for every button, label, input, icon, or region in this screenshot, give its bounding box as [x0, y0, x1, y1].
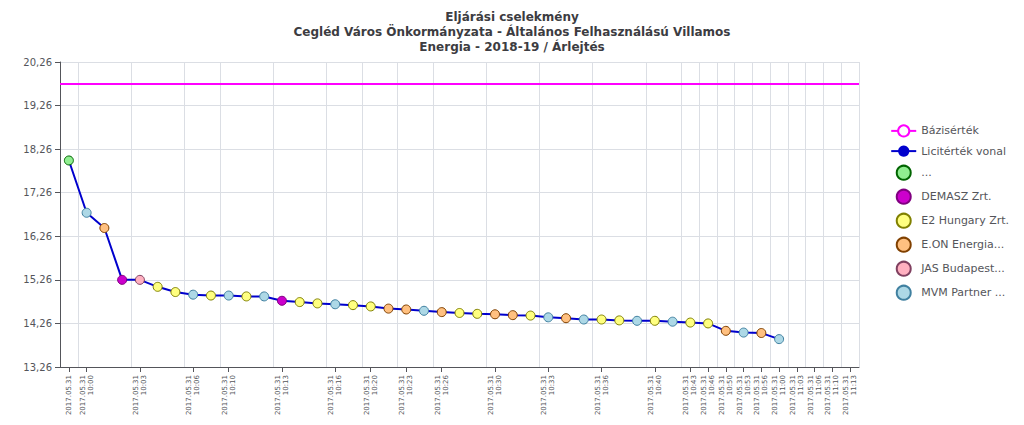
svg-text:...: ...: [921, 166, 932, 179]
svg-text:Energia - 2018-19 / Árlejtés: Energia - 2018-19 / Árlejtés: [419, 39, 604, 54]
svg-text:14,26: 14,26: [23, 318, 52, 329]
svg-text:10:06: 10:06: [193, 374, 201, 395]
svg-text:2017.05.31: 2017.05.31: [363, 375, 371, 415]
svg-text:13,26: 13,26: [23, 362, 52, 373]
svg-text:11:00: 11:00: [779, 375, 787, 395]
svg-text:2017.05.31: 2017.05.31: [398, 375, 406, 415]
svg-text:Eljárási cselekmény: Eljárási cselekmény: [445, 10, 579, 24]
svg-text:E.ON Energia...: E.ON Energia...: [921, 238, 1004, 251]
svg-text:20,26: 20,26: [23, 57, 52, 68]
svg-text:2017.05.31: 2017.05.31: [221, 375, 229, 415]
svg-text:MVM Partner ...: MVM Partner ...: [921, 286, 1005, 299]
svg-text:Cegléd Város Önkormányzata - Á: Cegléd Város Önkormányzata - Általános F…: [294, 24, 731, 39]
svg-text:2017.05.31: 2017.05.31: [682, 375, 690, 415]
svg-text:2017.05.31: 2017.05.31: [771, 375, 779, 415]
svg-text:16,26: 16,26: [23, 231, 52, 242]
svg-text:10:16: 10:16: [335, 374, 343, 395]
svg-text:10:03: 10:03: [140, 375, 148, 395]
svg-text:10:00: 10:00: [87, 375, 95, 395]
svg-text:E2 Hungary Zrt.: E2 Hungary Zrt.: [921, 214, 1009, 227]
svg-text:2017.05.31: 2017.05.31: [736, 375, 744, 415]
svg-text:10:13: 10:13: [282, 375, 290, 395]
svg-text:10:50: 10:50: [726, 375, 734, 395]
svg-text:2017.05.31: 2017.05.31: [718, 375, 726, 415]
svg-text:10:10: 10:10: [229, 375, 237, 395]
svg-text:Licitérték vonal: Licitérték vonal: [921, 145, 1006, 158]
svg-text:10:53: 10:53: [744, 375, 752, 395]
svg-text:10:30: 10:30: [495, 375, 503, 395]
svg-text:10:33: 10:33: [548, 375, 556, 395]
svg-text:2017.05.31: 2017.05.31: [824, 375, 832, 415]
svg-text:11:03: 11:03: [797, 375, 805, 395]
svg-text:2017.05.31: 2017.05.31: [487, 375, 495, 415]
svg-text:11:06: 11:06: [815, 374, 823, 395]
svg-text:10:26: 10:26: [442, 374, 450, 395]
svg-text:10:43: 10:43: [690, 375, 698, 395]
svg-text:10:20: 10:20: [371, 375, 379, 395]
svg-text:11:10: 11:10: [832, 375, 840, 395]
svg-text:2017.05.31: 2017.05.31: [807, 375, 815, 415]
svg-text:2017.05.31: 2017.05.31: [185, 375, 193, 415]
svg-text:10:36: 10:36: [602, 374, 610, 395]
svg-text:2017.05.31: 2017.05.31: [274, 375, 282, 415]
svg-text:10:23: 10:23: [406, 375, 414, 395]
svg-text:2017.05.31: 2017.05.31: [132, 375, 140, 415]
svg-text:11:13: 11:13: [850, 375, 858, 395]
svg-text:2017.05.31: 2017.05.31: [789, 375, 797, 415]
svg-text:DEMASZ Zrt.: DEMASZ Zrt.: [921, 190, 991, 203]
svg-text:2017.05.31: 2017.05.31: [327, 375, 335, 415]
svg-text:15,26: 15,26: [23, 274, 52, 285]
svg-text:18,26: 18,26: [23, 144, 52, 155]
svg-text:Bázisérték: Bázisérték: [921, 124, 979, 137]
svg-text:JAS Budapest...: JAS Budapest...: [920, 262, 1005, 275]
svg-text:2017.05.31: 2017.05.31: [79, 375, 87, 415]
svg-text:2017.05.31: 2017.05.31: [540, 375, 548, 415]
svg-text:2017.05.31: 2017.05.31: [65, 375, 73, 415]
svg-text:2017.05.31: 2017.05.31: [647, 375, 655, 415]
svg-text:2017.05.31: 2017.05.31: [434, 375, 442, 415]
svg-text:2017.05.31: 2017.05.31: [842, 375, 850, 415]
svg-text:19,26: 19,26: [23, 100, 52, 111]
svg-text:2017.05.31: 2017.05.31: [594, 375, 602, 415]
svg-text:10:56: 10:56: [761, 374, 769, 395]
svg-text:10:46: 10:46: [708, 374, 716, 395]
svg-text:10:40: 10:40: [655, 375, 663, 395]
svg-text:17,26: 17,26: [23, 187, 52, 198]
svg-text:2017.05.31: 2017.05.31: [753, 375, 761, 415]
svg-text:2017.05.31: 2017.05.31: [700, 375, 708, 415]
